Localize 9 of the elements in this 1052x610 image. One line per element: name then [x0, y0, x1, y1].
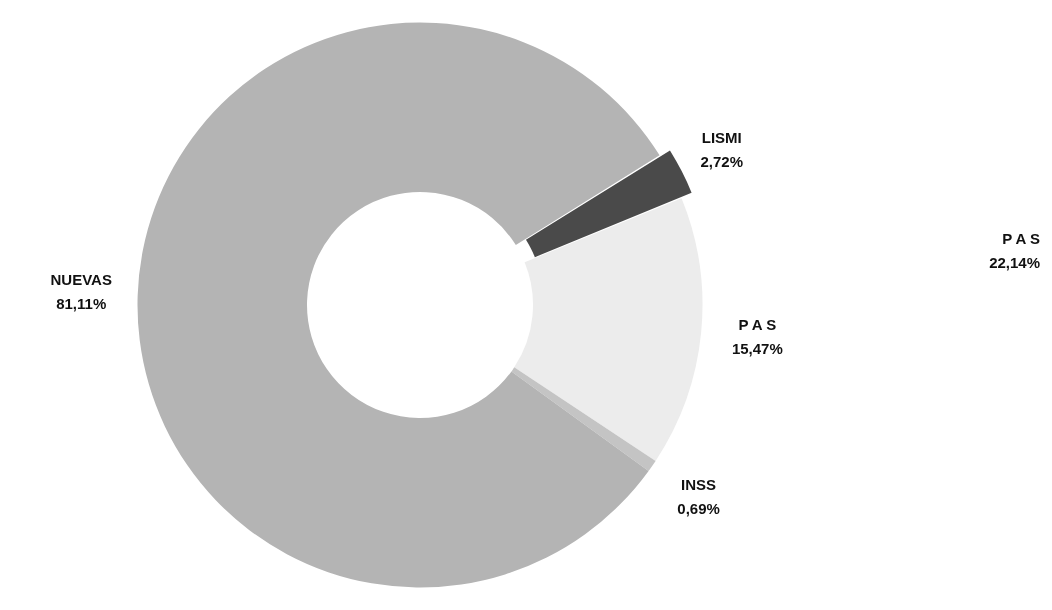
data-label: 81,11%: [56, 295, 107, 313]
slice-label: LISMI: [701, 128, 742, 146]
data-label: 15,47%: [731, 340, 783, 358]
data-label: 0,69%: [677, 500, 720, 518]
slice-label: P A S: [738, 316, 777, 334]
slice-label: INSS: [681, 476, 717, 494]
text: P A S 22,14%: [989, 230, 1040, 272]
slice-label: NUEVAS: [50, 271, 112, 289]
data-label: 2,72%: [700, 152, 744, 170]
